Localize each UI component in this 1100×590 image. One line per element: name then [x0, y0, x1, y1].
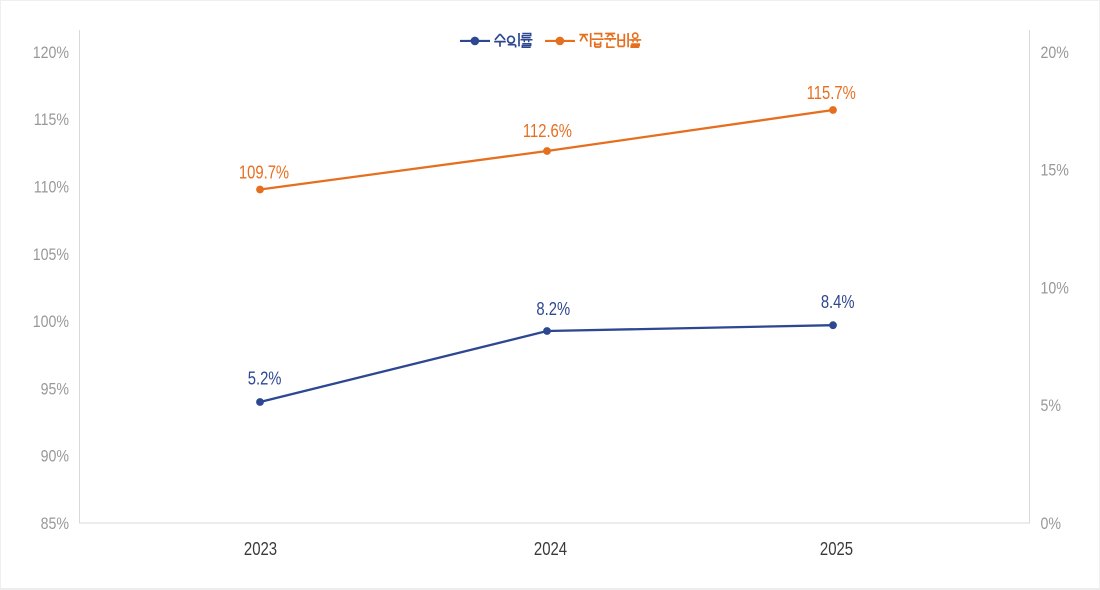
- svg-text:0%: 0%: [1041, 515, 1062, 533]
- svg-text:90%: 90%: [41, 448, 70, 466]
- svg-text:110%: 110%: [34, 179, 70, 197]
- svg-text:115.7%: 115.7%: [807, 82, 856, 103]
- svg-text:15%: 15%: [1041, 162, 1070, 180]
- svg-text:120%: 120%: [33, 44, 70, 62]
- svg-text:105%: 105%: [33, 246, 70, 264]
- svg-text:20%: 20%: [1041, 44, 1070, 62]
- svg-text:115%: 115%: [34, 111, 70, 129]
- svg-text:109.7%: 109.7%: [239, 162, 289, 183]
- svg-text:10%: 10%: [1041, 280, 1070, 298]
- svg-text:2024: 2024: [534, 538, 567, 559]
- svg-text:95%: 95%: [41, 380, 70, 398]
- svg-text:8.2%: 8.2%: [536, 298, 570, 319]
- svg-text:100%: 100%: [33, 313, 70, 331]
- svg-text:85%: 85%: [41, 515, 70, 533]
- svg-text:5.2%: 5.2%: [248, 368, 282, 389]
- svg-text:2025: 2025: [820, 538, 853, 559]
- svg-text:8.4%: 8.4%: [821, 291, 855, 312]
- svg-text:2023: 2023: [244, 538, 277, 559]
- svg-text:5%: 5%: [1041, 397, 1062, 415]
- svg-text:112.6%: 112.6%: [523, 121, 572, 142]
